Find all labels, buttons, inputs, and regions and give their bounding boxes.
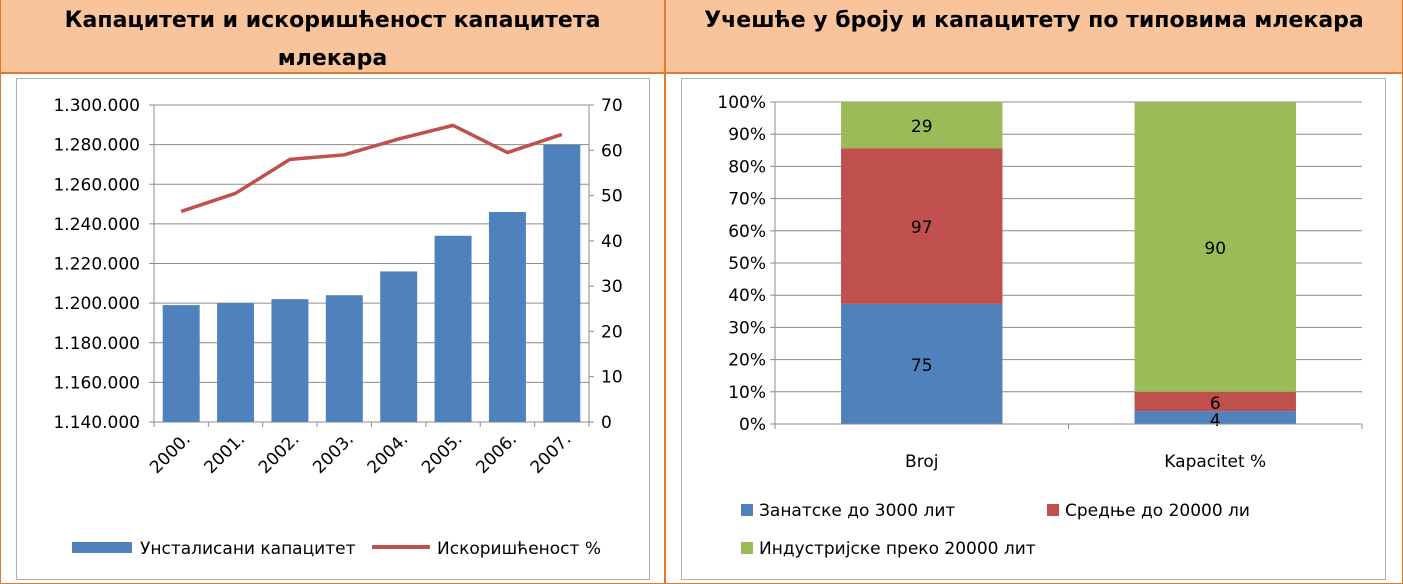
stack-segment	[1134, 411, 1296, 424]
share-chart-panel: 0% 10% 20% 30% 40% 50% 60% 70% 80% 90% 100% 75 97 29 B…	[681, 78, 1386, 580]
legend-swatch	[741, 504, 753, 516]
stack-segment	[841, 303, 1003, 424]
data-label: 75	[911, 356, 933, 376]
y-tick-label: 80%	[728, 157, 766, 177]
legend-swatch-capacity	[72, 542, 132, 553]
right-header: Учешће у броју и капацитету по типовима …	[666, 0, 1402, 74]
capacity-bar	[162, 305, 200, 422]
stack-segment	[841, 102, 1003, 149]
y-tick-label: 0%	[739, 415, 766, 435]
x-tick-label: Broj	[905, 452, 938, 472]
capacity-chart-panel: 1.140.000 1.160.000 1.180.000 1.200.000 1.22…	[16, 78, 650, 580]
y-tick-label: 100%	[717, 93, 766, 113]
left-header-title: Капацитети и искоришћеност капацитета мл…	[64, 8, 601, 71]
y-tick-label: 20%	[728, 351, 766, 371]
legend-label-capacity: Унсталисани капацитет	[140, 539, 356, 559]
y-tick-label: 30%	[728, 318, 766, 338]
capacity-bar	[488, 211, 526, 422]
capacity-bar	[434, 235, 472, 422]
stack-segment	[1134, 102, 1296, 392]
x-tick-label: 2002.	[255, 429, 304, 478]
x-tick-label: 2006.	[472, 429, 521, 478]
x-tick-label: 2003.	[309, 429, 358, 478]
y-tick-label: 50%	[728, 254, 766, 274]
x-tick-label: Kapacitet %	[1164, 452, 1266, 472]
data-label: 90	[1204, 239, 1226, 259]
right-tick-label: 60	[601, 141, 623, 161]
y-tick-label: 60%	[728, 222, 766, 242]
share-chart: 0% 10% 20% 30% 40% 50% 60% 70% 80% 90% 100% 75 97 29 B…	[717, 93, 1363, 559]
left-tick-label: 1.220.000	[53, 255, 140, 275]
right-tick-label: 20	[601, 322, 623, 342]
y-tick-label: 10%	[728, 383, 766, 403]
y-tick-label: 70%	[728, 190, 766, 210]
legend-label: Средње до 20000 ли	[1065, 501, 1250, 521]
legend-label: Индустријске преко 20000 лит	[759, 539, 1036, 559]
capacity-bar	[325, 295, 363, 422]
left-tick-label: 1.140.000	[53, 413, 140, 433]
legend-label-utilization: Искоришћеност %	[437, 539, 601, 559]
y-tick-label: 40%	[728, 286, 766, 306]
right-tick-label: 40	[601, 232, 623, 252]
x-tick-label: 2001.	[201, 429, 250, 478]
capacity-chart: 1.140.000 1.160.000 1.180.000 1.200.000 1.22…	[53, 96, 623, 559]
left-tick-label: 1.200.000	[53, 294, 140, 314]
legend-label: Занатске до 3000 лит	[759, 501, 955, 521]
right-tick-label: 10	[601, 368, 623, 388]
right-tick-label: 0	[601, 413, 612, 433]
left-header: Капацитети и искоришћеност капацитета мл…	[1, 0, 664, 74]
x-tick-label: 2000.	[146, 429, 195, 478]
left-tick-label: 1.240.000	[53, 215, 140, 235]
utilization-line	[180, 123, 563, 214]
right-tick-label: 30	[601, 277, 623, 297]
capacity-bar	[543, 144, 581, 422]
right-tick-label: 70	[601, 96, 623, 116]
data-label: 97	[911, 218, 933, 238]
x-tick-label: 2005.	[418, 429, 467, 478]
x-tick-label: 2007.	[527, 429, 576, 478]
data-label: 29	[911, 117, 933, 137]
capacity-bar	[271, 299, 309, 422]
x-tick-label: 2004.	[364, 429, 413, 478]
left-tick-label: 1.160.000	[53, 373, 140, 393]
right-header-title: Учешће у броју и капацитету по типовима …	[704, 8, 1364, 33]
stack-segment	[841, 148, 1003, 304]
panel-divider	[664, 0, 666, 584]
data-label: 4	[1210, 411, 1221, 431]
legend-swatch	[1047, 504, 1059, 516]
right-tick-label: 50	[601, 187, 623, 207]
legend-swatch	[741, 542, 753, 554]
left-tick-label: 1.260.000	[53, 175, 140, 195]
data-label: 6	[1210, 394, 1221, 414]
capacity-bar	[217, 303, 255, 422]
capacity-bar	[380, 271, 418, 422]
left-tick-label: 1.280.000	[53, 136, 140, 156]
stack-segment	[1134, 391, 1296, 412]
left-tick-label: 1.300.000	[53, 96, 140, 116]
y-tick-label: 90%	[728, 125, 766, 145]
left-tick-label: 1.180.000	[53, 334, 140, 354]
